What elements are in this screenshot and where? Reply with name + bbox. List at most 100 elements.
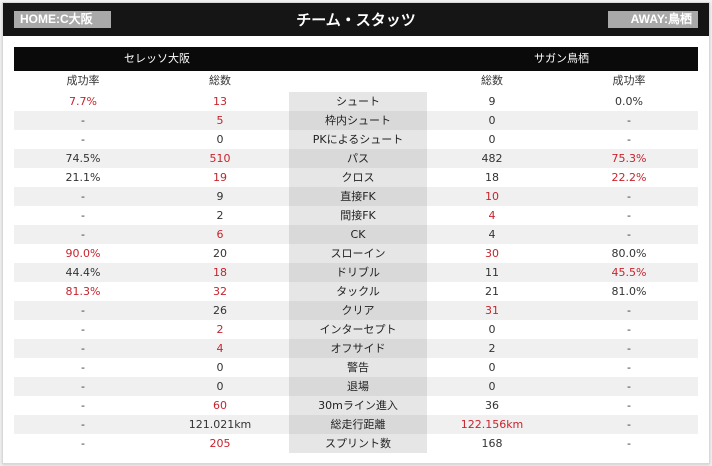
away-total-cell: 168 [481,437,503,450]
away-total-cell: 2 [488,342,496,355]
home-rate-cell: - [81,418,85,431]
away-rate-cell: - [627,228,631,241]
away-rate-cell: - [627,342,631,355]
table-row: - 0 警告 0 - [14,358,698,377]
stat-label-cell: パス [289,149,427,168]
home-rate-cell: - [81,209,85,222]
stat-label-cell: クロス [289,168,427,187]
away-rate-cell: - [627,114,631,127]
home-rate-cell: 90.0% [65,247,101,260]
table-row: - 205 スプリント数 168 - [14,434,698,453]
away-total-cell: 0 [488,361,496,374]
away-rate-cell: 22.2% [611,171,647,184]
home-rate-cell: 81.3% [65,285,101,298]
away-rate-header: 成功率 [612,74,646,87]
away-rate-cell: - [627,209,631,222]
home-total-cell: 18 [213,266,227,279]
home-total-cell: 19 [213,171,227,184]
home-total-cell: 4 [216,342,224,355]
stats-table: 7.7% 13 シュート 9 0.0% -5 枠内シュート 0- -0 PKによるシュート 0-74… [14,92,698,453]
away-total-cell: 4 [488,228,496,241]
away-total-header: 総数 [481,74,503,87]
table-row: - 5 枠内シュート 0 - [14,111,698,130]
home-total-cell: 6 [216,228,224,241]
table-row: - 6 CK 4 - [14,225,698,244]
away-total-cell: 0 [488,114,496,127]
away-rate-cell: - [627,418,631,431]
stat-label-cell: PKによるシュート [289,130,427,149]
stat-label-cell: インターセプト [289,320,427,339]
home-rate-cell: 7.7% [69,95,97,108]
home-team-name: セレッソ大阪 [124,52,190,65]
table-row: - 0 PKによるシュート 0 - [14,130,698,149]
home-total-cell: 2 [216,323,224,336]
away-rate-cell: - [627,190,631,203]
stat-label-cell: ドリブル [289,263,427,282]
stat-label-cell: 退場 [289,377,427,396]
away-label: AWAY:鳥栖 [608,11,698,28]
away-total-cell: 482 [481,152,503,165]
away-total-cell: 21 [485,285,499,298]
away-total-cell: 18 [485,171,499,184]
home-rate-cell: - [81,304,85,317]
stat-label-cell: 枠内シュート [289,111,427,130]
away-total-cell: 11 [485,266,499,279]
stat-label-cell: 30mライン進入 [289,396,427,415]
home-rate-cell: - [81,342,85,355]
page-title: チーム・スタッツ [296,11,416,29]
home-total-cell: 9 [216,190,224,203]
stat-label-cell: タックル [289,282,427,301]
away-rate-cell: - [627,133,631,146]
away-rate-cell: - [627,304,631,317]
away-rate-cell: - [627,437,631,450]
home-total-cell: 60 [213,399,227,412]
table-row: 81.3% 32 タックル 21 81.0% [14,282,698,301]
stat-label-cell: 直接FK [289,187,427,206]
away-total-cell: 122.156km [460,418,524,431]
home-rate-header: 成功率 [66,74,100,87]
table-row: 21.1% 19 クロス 18 22.2% [14,168,698,187]
away-rate-cell: - [627,399,631,412]
table-row: - 26 クリア 31 - [14,301,698,320]
away-rate-cell: 0.0% [615,95,643,108]
stat-label-cell: シュート [289,92,427,111]
stat-label-cell: CK [289,225,427,244]
away-total-cell: 0 [488,323,496,336]
team-name-bar: セレッソ大阪 サガン鳥栖 [14,47,698,71]
away-team-name: サガン鳥栖 [534,52,589,65]
home-rate-cell: 44.4% [65,266,101,279]
stat-label-cell: オフサイド [289,339,427,358]
home-rate-cell: - [81,380,85,393]
away-rate-cell: - [627,323,631,336]
home-total-cell: 0 [216,380,224,393]
column-header-row: 成功率 総数 総数 成功率 [14,71,698,91]
table-row: 90.0% 20 スローイン 30 80.0% [14,244,698,263]
away-total-cell: 10 [485,190,499,203]
home-total-cell: 0 [216,361,224,374]
away-total-cell: 36 [485,399,499,412]
home-total-cell: 20 [213,247,227,260]
home-rate-cell: - [81,114,85,127]
home-total-cell: 5 [216,114,224,127]
home-rate-cell: - [81,228,85,241]
home-rate-cell: - [81,190,85,203]
home-rate-cell: - [81,437,85,450]
away-total-cell: 0 [488,133,496,146]
away-total-cell: 9 [488,95,496,108]
away-total-cell: 31 [485,304,499,317]
table-row: 44.4% 18 ドリブル 11 45.5% [14,263,698,282]
table-row: 7.7% 13 シュート 9 0.0% [14,92,698,111]
table-row: - 9 直接FK 10 - [14,187,698,206]
away-rate-cell: 81.0% [611,285,647,298]
home-total-cell: 0 [216,133,224,146]
home-rate-cell: - [81,133,85,146]
home-total-cell: 26 [213,304,227,317]
home-label: HOME:C大阪 [14,11,111,28]
stat-label-cell: 間接FK [289,206,427,225]
table-row: 74.5% 510 パス 482 75.3% [14,149,698,168]
home-rate-cell: - [81,323,85,336]
away-rate-cell: - [627,380,631,393]
title-bar: HOME:C大阪 チーム・スタッツ AWAY:鳥栖 [3,3,709,36]
home-total-cell: 205 [209,437,231,450]
